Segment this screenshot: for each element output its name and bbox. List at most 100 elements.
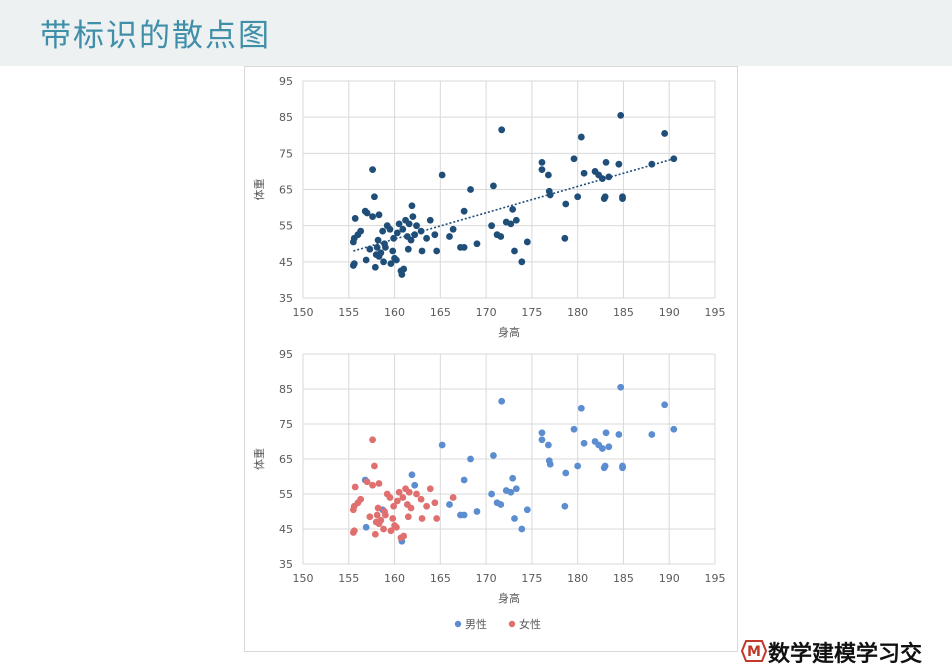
scatter-point	[426, 485, 434, 493]
scatter-point	[400, 265, 408, 273]
scatter-point	[648, 431, 656, 438]
scatter-point	[426, 216, 434, 224]
scatter-point	[433, 247, 441, 255]
y-tick-label: 75	[279, 418, 293, 431]
scatter-point	[371, 462, 378, 470]
scatter-point	[511, 247, 518, 255]
watermark-text: 数学建模学习交	[768, 642, 923, 667]
scatter-point	[518, 258, 526, 266]
scatter-point	[411, 481, 419, 489]
scatter-point	[374, 504, 382, 512]
scatter-point	[507, 220, 515, 228]
scatter-point	[408, 202, 416, 210]
scatter-point	[580, 439, 588, 447]
scatter-point	[498, 126, 506, 134]
scatter-point	[395, 488, 403, 496]
scatter-point	[357, 227, 365, 235]
y-axis-label: 体重	[252, 179, 266, 201]
scatter-point	[460, 243, 468, 251]
scatter-point	[538, 429, 546, 437]
scatter-point	[497, 501, 505, 508]
scatter-point	[418, 515, 426, 522]
scatter-point	[490, 182, 497, 190]
x-tick-label: 185	[613, 306, 634, 319]
chart-container: 150 155 160 165 170 175 180 185 190 195 35 45 55 65 75…	[244, 66, 738, 652]
scatter-point	[382, 243, 389, 251]
scatter-point	[366, 513, 374, 521]
scatter-point	[404, 513, 412, 521]
scatter-point	[431, 499, 439, 507]
scatter-point	[423, 234, 430, 242]
scatter-point	[407, 504, 415, 512]
y-axis-label: 体重	[252, 448, 266, 470]
scatter-point	[511, 515, 518, 522]
scatter-point	[670, 425, 678, 433]
scatter-point	[538, 166, 546, 174]
scatter-point	[380, 258, 387, 266]
x-tick-label: 195	[705, 572, 726, 585]
x-tick-label: 185	[613, 572, 634, 585]
scatter-point	[523, 506, 531, 514]
scatter-point	[438, 171, 446, 179]
scatter-point	[598, 175, 606, 183]
scatter-point	[538, 158, 546, 166]
x-tick-label: 170	[476, 572, 497, 585]
scatter-point	[512, 485, 520, 493]
scatter-point	[374, 236, 382, 244]
scatter-point	[602, 158, 610, 166]
x-tick-label: 150	[293, 572, 314, 585]
scatter-point	[386, 494, 394, 501]
scatter-chart-by-gender: 150 155 160 165 170 175 180 185 190 195 35 45 55 65 75…	[252, 348, 726, 631]
x-tick-label: 150	[293, 306, 314, 319]
scatter-point	[617, 111, 625, 119]
scatter-point	[389, 247, 397, 255]
scatter-point	[375, 211, 383, 219]
scatter-point	[605, 173, 613, 181]
scatter-point	[617, 383, 625, 391]
logo-letter: M	[747, 644, 761, 660]
scatter-point	[413, 490, 420, 498]
scatter-point	[395, 220, 403, 228]
scatter-point	[602, 429, 610, 437]
scatter-point	[523, 238, 531, 246]
scatter-point	[577, 133, 585, 141]
scatter-point	[605, 443, 613, 451]
y-tick-label: 85	[279, 111, 293, 124]
y-tick-label: 35	[279, 558, 293, 571]
x-tick-label: 190	[659, 572, 680, 585]
scatter-point	[382, 511, 389, 519]
scatter-point	[570, 155, 578, 163]
scatter-point	[399, 225, 407, 233]
scatter-point	[574, 462, 582, 470]
scatter-point	[570, 425, 578, 433]
scatter-point	[423, 502, 430, 510]
scatter-point	[380, 525, 387, 533]
scatter-point	[507, 488, 515, 496]
scatter-point	[619, 193, 626, 201]
scatter-point	[577, 404, 585, 412]
scatter-point	[509, 474, 517, 482]
scatter-point	[562, 469, 570, 477]
x-tick-label: 160	[384, 572, 405, 585]
scatter-point	[561, 234, 569, 242]
y-tick-label: 55	[279, 488, 293, 501]
scatter-point	[648, 160, 656, 168]
x-tick-label: 170	[476, 306, 497, 319]
y-tick-label: 45	[279, 256, 293, 269]
scatter-point	[497, 233, 505, 240]
scatter-point	[399, 494, 407, 501]
scatter-point	[431, 231, 439, 239]
scatter-point	[449, 494, 457, 501]
scatter-point	[393, 229, 401, 237]
y-tick-label: 55	[279, 220, 293, 233]
y-tick-label: 95	[279, 348, 293, 361]
legend-marker	[508, 620, 516, 628]
scatter-point	[488, 222, 496, 230]
y-tick-label: 35	[279, 292, 293, 305]
x-tick-label: 165	[430, 572, 451, 585]
scatter-point	[392, 523, 400, 531]
scatter-point	[405, 220, 413, 228]
scatter-point	[467, 186, 474, 193]
legend-label: 女性	[519, 617, 541, 631]
scatter-point	[393, 497, 401, 505]
